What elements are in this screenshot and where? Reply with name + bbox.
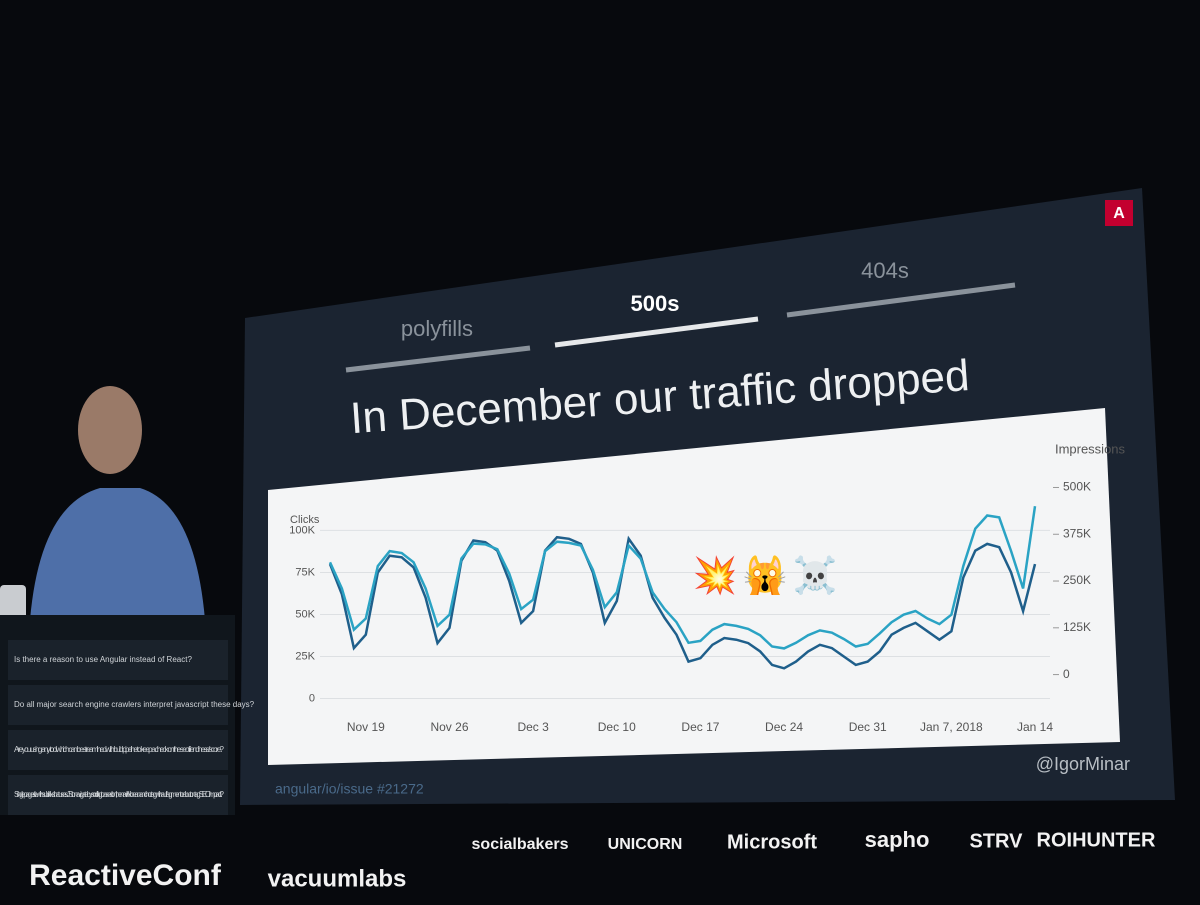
x-tick-label: Nov 19: [347, 720, 385, 734]
emoji-annotation: ☠️: [793, 555, 838, 596]
x-tick-label: Jan 7, 2018: [920, 720, 983, 734]
tab: polyfills: [401, 316, 473, 341]
tab: 404s: [861, 258, 909, 283]
sponsor-logo: ROIHUNTER: [1037, 829, 1156, 851]
x-tick-label: Nov 26: [430, 720, 468, 734]
speaker-body: [30, 488, 205, 620]
sponsor-logo: Microsoft: [727, 831, 817, 853]
y-tick-label: 75K: [295, 566, 315, 578]
y2-axis-label: Impressions: [1055, 441, 1126, 456]
tab: 500s: [631, 291, 680, 316]
emoji-annotation: 🙀: [743, 555, 788, 596]
tab-bar: [786, 282, 1016, 318]
tabs: polyfills 500s 404s: [345, 258, 1016, 373]
sponsor-bar: socialbakers UNICORN Microsoft sapho STRV ROI…: [29, 827, 1156, 893]
series-line: [328, 535, 1037, 670]
sponsor-logo: ReactiveConf: [29, 859, 222, 892]
qa-card: [8, 775, 228, 815]
issue-link: angular/io/issue #21272: [275, 781, 424, 797]
qa-question: Single pagesite with sub links that uses…: [14, 790, 225, 799]
y-tick-label: 50K: [295, 608, 315, 620]
qa-card: [8, 685, 228, 725]
y2-tick-label: 0: [1063, 667, 1070, 681]
speaker: [0, 386, 205, 625]
qa-list: Is there a reason to use Angular instead…: [8, 640, 255, 815]
sponsor-logo: socialbakers: [472, 836, 569, 853]
x-tick-label: Dec 31: [849, 720, 887, 734]
y-tick-label: 25K: [295, 650, 315, 662]
y2-tick-label: 125K: [1063, 620, 1091, 634]
handle: @IgorMinar: [1036, 754, 1130, 774]
qa-card: [8, 730, 228, 770]
y2-tick-label: 500K: [1063, 480, 1091, 494]
x-tick-label: Jan 14: [1017, 720, 1053, 734]
sponsor-logo: vacuumlabs: [268, 865, 407, 892]
chart: 0 25K 50K 75K 100K 0 125K 250K 375K 500K Clicks Imp…: [289, 441, 1125, 734]
angular-logo-letter: A: [1113, 205, 1125, 222]
tab-bar: [345, 345, 531, 373]
tab-bar: [554, 316, 759, 348]
y2-tick-label: 375K: [1063, 526, 1091, 540]
qa-card: [8, 640, 228, 680]
qa-question: Is there a reason to use Angular instead…: [14, 655, 192, 664]
x-tick-label: Dec 10: [598, 720, 636, 734]
y-tick-label: 0: [309, 692, 315, 704]
qa-question: Do all major search engine crawlers inte…: [14, 700, 255, 709]
speaker-head: [78, 386, 142, 474]
y-axis-label: Clicks: [290, 514, 320, 526]
qa-question: Are you using any tool which can be stre…: [14, 745, 225, 754]
sponsor-logo: STRV: [970, 830, 1024, 852]
x-tick-label: Dec 17: [681, 720, 719, 734]
y-tick-label: 100K: [289, 524, 315, 536]
sponsor-logo: sapho: [865, 827, 930, 852]
x-tick-label: Dec 24: [765, 720, 803, 734]
angular-logo: [1105, 200, 1133, 226]
chart-panel: [268, 408, 1120, 765]
sponsor-logo: UNICORN: [608, 836, 683, 853]
emoji-annotation: 💥: [693, 555, 738, 597]
y2-tick-label: 250K: [1063, 573, 1091, 587]
series-line: [328, 506, 1037, 650]
x-tick-label: Dec 3: [517, 720, 549, 734]
